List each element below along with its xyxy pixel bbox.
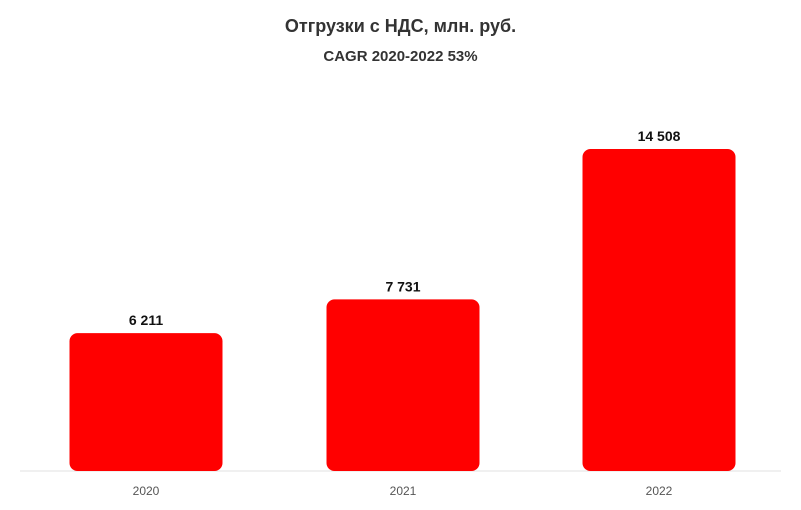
chart-title: Отгрузки с НДС, млн. руб. bbox=[284, 16, 517, 36]
value-label-2021: 7 731 bbox=[385, 278, 420, 294]
value-labels-group: 6 211 7 731 14 508 bbox=[129, 128, 681, 328]
value-label-2020: 6 211 bbox=[129, 312, 163, 328]
bar-2020 bbox=[69, 333, 223, 471]
chart-subtitle: CAGR 2020-2022 53% bbox=[323, 48, 478, 65]
x-tick-label-2022: 2022 bbox=[646, 484, 673, 498]
bar-2022 bbox=[582, 149, 736, 471]
bars-group bbox=[69, 149, 736, 471]
bar-2021 bbox=[326, 299, 480, 471]
value-label-2022: 14 508 bbox=[638, 128, 681, 144]
x-tick-labels-group: 2020 2021 2022 bbox=[133, 484, 673, 498]
x-tick-label-2020: 2020 bbox=[133, 484, 160, 498]
x-tick-label-2021: 2021 bbox=[390, 484, 417, 498]
